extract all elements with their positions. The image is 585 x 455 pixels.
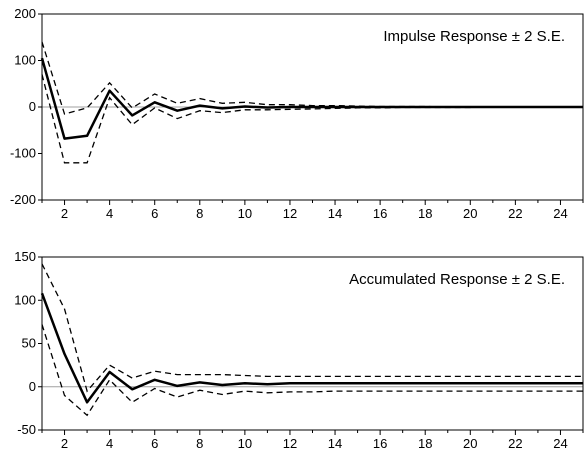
accumulated-x-tick-label: 24 — [553, 436, 567, 451]
impulse-x-tick-label: 8 — [196, 206, 203, 221]
impulse-response-panel: 2 4 6 8 10 12 14 16 18 20 22 24-200-1000100200Impul… — [10, 6, 584, 221]
impulse-x-tick-label: 16 — [373, 206, 387, 221]
impulse-x-tick-label: 12 — [283, 206, 297, 221]
accumulated-x-tick-label: 4 — [106, 436, 113, 451]
impulse-x-tick-label: 18 — [418, 206, 432, 221]
accumulated-x-tick-label: 14 — [328, 436, 342, 451]
accumulated-x-tick-label: 22 — [508, 436, 522, 451]
accumulated-x-tick-label: 2 — [61, 436, 68, 451]
impulse-plot-frame — [41, 13, 584, 201]
impulse-x-tick-label: 4 — [106, 206, 113, 221]
accumulated-y-tick-label: 0 — [29, 379, 36, 394]
accumulated-x-tick-label: 8 — [196, 436, 203, 451]
impulse-x-tick-label: 24 — [553, 206, 567, 221]
accumulated-x-tick-label: 20 — [463, 436, 477, 451]
accumulated-lower-band-line — [41, 324, 583, 417]
impulse-x-tick-label: 20 — [463, 206, 477, 221]
accumulated-y-tick-label: 50 — [22, 336, 36, 351]
impulse-y-tick-label: -200 — [10, 192, 36, 207]
accumulated-response-line — [40, 292, 583, 404]
impulse-chart-title: Impulse Response ± 2 S.E. — [383, 28, 565, 45]
accumulated-x-tick-label: 12 — [283, 436, 297, 451]
impulse-lower-band-line — [41, 74, 583, 164]
impulse-x-tick-label: 22 — [508, 206, 522, 221]
accumulated-plot-frame — [41, 256, 584, 431]
impulse-x-tick-label: 10 — [238, 206, 252, 221]
impulse-y-tick-label: 200 — [14, 6, 36, 21]
impulse-x-tick-label: 14 — [328, 206, 342, 221]
impulse-upper-band-line — [41, 41, 583, 115]
accumulated-x-tick-label: 16 — [373, 436, 387, 451]
accumulated-response-panel: 2 4 6 8 10 12 14 16 18 20 22 24-50050100150Accumula… — [14, 249, 584, 451]
impulse-y-tick-label: 100 — [14, 53, 36, 68]
accumulated-y-tick-label: 150 — [14, 249, 36, 264]
impulse-y-tick-label: -100 — [10, 146, 36, 161]
impulse-x-tick-label: 6 — [151, 206, 158, 221]
accumulated-y-tick-label: 100 — [14, 292, 36, 307]
accumulated-chart-title: Accumulated Response ± 2 S.E. — [349, 271, 565, 288]
accumulated-x-tick-label: 6 — [151, 436, 158, 451]
accumulated-x-tick-label: 18 — [418, 436, 432, 451]
impulse-x-tick-label: 2 — [61, 206, 68, 221]
accumulated-y-tick-label: -50 — [17, 422, 36, 437]
accumulated-x-tick-label: 10 — [238, 436, 252, 451]
impulse-y-tick-label: 0 — [29, 99, 36, 114]
